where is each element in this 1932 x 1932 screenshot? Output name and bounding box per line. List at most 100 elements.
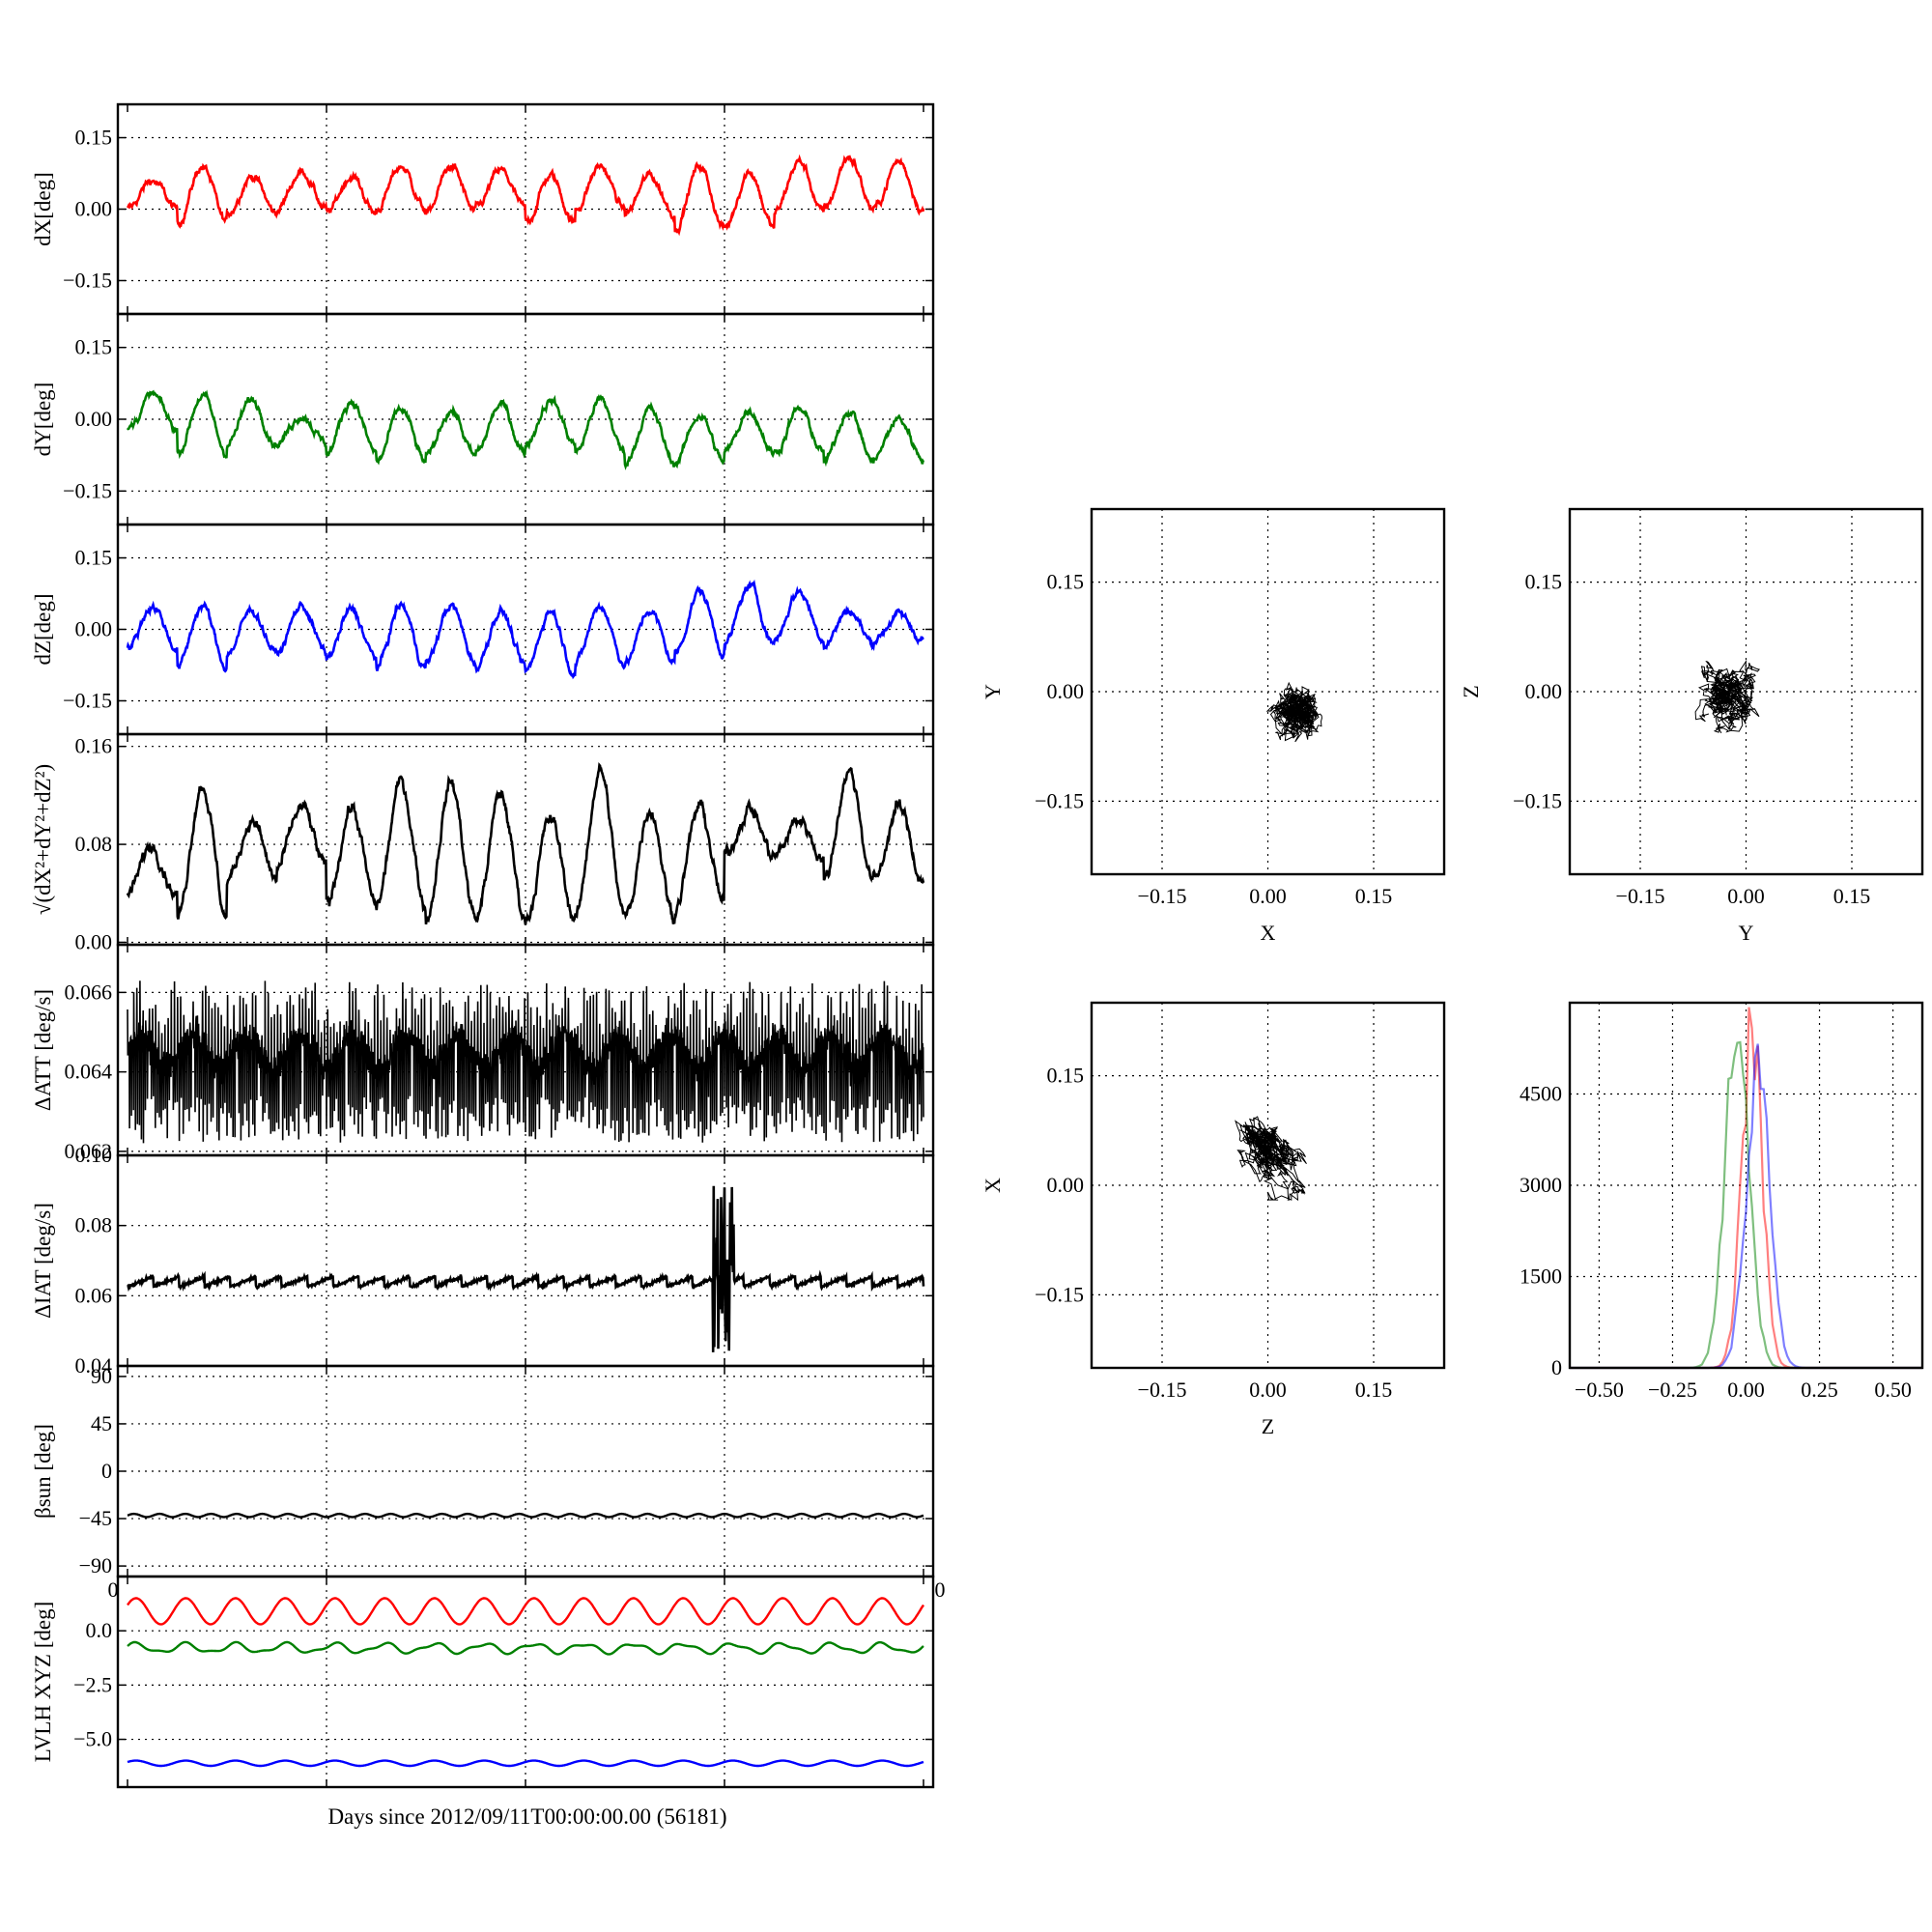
stray-tick-left: 0 — [108, 1577, 119, 1602]
xlabel-ZX: Z — [1262, 1414, 1274, 1438]
series-dZ — [126, 579, 924, 680]
ytick-label-dATT-1: 0.064 — [65, 1060, 113, 1084]
ytick-label-dX-2: −0.15 — [63, 268, 112, 292]
xtick-label-ZX-1: 0.00 — [1249, 1378, 1287, 1402]
xtick-label-XY-1: 0.00 — [1249, 884, 1287, 908]
ytick-label-ZX-2: 0.15 — [1047, 1064, 1085, 1088]
ytick-label-beta_sun-0: 90 — [91, 1364, 112, 1388]
ylabel-dY: dY[deg] — [31, 383, 55, 457]
ytick-label-beta_sun-1: 45 — [91, 1411, 112, 1435]
panel-ZX: −0.15 0.00 0.15 −0.15 0.00 0.15 Z X — [980, 1001, 1446, 1438]
ytick-label-hist-1: 3000 — [1520, 1173, 1562, 1197]
xtick-label-hist-0: −0.50 — [1575, 1378, 1624, 1402]
ytick-label-dIAT-3: 0.04 — [75, 1353, 113, 1378]
panel-YZ: −0.15 0.00 0.15 −0.15 0.00 0.15 Y Z — [1459, 507, 1924, 945]
scatter-trace-ZX — [1235, 1116, 1307, 1202]
frame-YZ — [1568, 507, 1924, 876]
ytick-label-YZ-1: 0.00 — [1525, 679, 1563, 703]
ytick-label-dZ-1: 0.00 — [75, 617, 113, 641]
ylabel-ZX: X — [980, 1178, 1005, 1193]
xtick-label-hist-1: −0.25 — [1648, 1378, 1697, 1402]
xtick-label-YZ-0: −0.15 — [1616, 884, 1665, 908]
ylabel-lvlh: LVLH XYZ [deg] — [31, 1602, 55, 1763]
panel-dZ: 0.15 0.00 −0.15 dZ[deg] — [31, 523, 935, 736]
ylabel-XY: Y — [980, 684, 1005, 699]
ytick-label-XY-1: 0.00 — [1047, 679, 1085, 703]
ylabel-dX: dX[deg] — [31, 172, 55, 246]
ytick-label-XY-2: 0.15 — [1047, 570, 1085, 594]
panel-lvlh: 0.0 −2.5 −5.0 LVLH XYZ [deg] — [31, 1575, 935, 1789]
series-dATT — [127, 980, 924, 1144]
ytick-label-beta_sun-2: 0 — [101, 1459, 112, 1483]
ytick-label-norm-2: 0.00 — [75, 929, 113, 953]
ytick-label-dIAT-2: 0.06 — [75, 1283, 113, 1307]
panel-norm: 0.16 0.08 0.00 √(dX²+dY²+dZ²) — [31, 732, 935, 953]
ytick-label-dX-0: 0.15 — [75, 126, 113, 150]
panel-dATT: 0.066 0.064 0.062 ΔATT [deg/s] — [31, 943, 935, 1163]
xtick-label-YZ-1: 0.00 — [1727, 884, 1765, 908]
xtick-label-hist-2: 0.00 — [1727, 1378, 1765, 1402]
ytick-label-dATT-2: 0.062 — [65, 1139, 113, 1163]
frame-lvlh — [116, 1575, 935, 1789]
xtick-label-ZX-0: −0.15 — [1138, 1378, 1187, 1402]
ytick-label-XY-0: −0.15 — [1035, 788, 1084, 812]
panel-XY: −0.15 0.00 0.15 −0.15 0.00 0.15 X Y — [980, 507, 1446, 945]
frame-ZX — [1090, 1001, 1446, 1370]
ytick-label-dX-1: 0.00 — [75, 197, 113, 221]
ytick-label-dY-1: 0.00 — [75, 407, 113, 431]
ytick-label-hist-2: 1500 — [1520, 1264, 1562, 1289]
panel-beta_sun: 90 45 0 −45 −90 βsun [deg] — [31, 1364, 935, 1578]
frame-XY — [1090, 507, 1446, 876]
ytick-label-norm-0: 0.16 — [75, 734, 113, 758]
ylabel-beta_sun: βsun [deg] — [31, 1424, 55, 1519]
panel-dIAT: 0.10 0.08 0.06 0.04 ΔIAT [deg/s] — [31, 1143, 935, 1378]
ylabel-dIAT: ΔIAT [deg/s] — [31, 1203, 55, 1319]
ytick-label-ZX-1: 0.00 — [1047, 1173, 1085, 1197]
series-norm — [126, 761, 925, 925]
xtick-label-XY-2: 0.15 — [1355, 884, 1393, 908]
xtick-label-hist-3: 0.25 — [1801, 1378, 1838, 1402]
ytick-label-lvlh-2: −5.0 — [73, 1727, 112, 1751]
ytick-label-dIAT-1: 0.08 — [75, 1213, 113, 1237]
xlabel-YZ: Y — [1739, 921, 1754, 945]
ytick-label-YZ-2: 0.15 — [1525, 570, 1563, 594]
frame-hist — [1568, 1001, 1924, 1370]
ytick-label-YZ-0: −0.15 — [1513, 788, 1562, 812]
ytick-label-dZ-2: −0.15 — [63, 688, 112, 712]
panels: 0.150.00−0.15dX[deg]0.150.00−0.15dY[deg]… — [31, 102, 1924, 1789]
series-lvlh-2 — [127, 1759, 924, 1768]
ylabel-norm: √(dX²+dY²+dZ²) — [31, 764, 55, 915]
xtick-label-XY-0: −0.15 — [1138, 884, 1187, 908]
scatter-trace-XY — [1265, 681, 1322, 743]
ytick-label-lvlh-1: −2.5 — [73, 1672, 112, 1696]
xlabel-XY: X — [1261, 921, 1276, 945]
ytick-label-dY-2: −0.15 — [63, 478, 112, 502]
scatter-trace-YZ — [1694, 659, 1761, 734]
ytick-label-beta_sun-3: −45 — [79, 1506, 112, 1530]
panel-hist: −0.50 −0.25 0.00 0.25 0.50 4500 3000 1500 0 — [1520, 1001, 1924, 1402]
ytick-label-hist-0: 4500 — [1520, 1082, 1562, 1106]
ytick-label-dY-0: 0.15 — [75, 335, 113, 359]
stray-tick-right: 0 — [935, 1577, 946, 1602]
ytick-label-beta_sun-4: −90 — [79, 1553, 112, 1577]
xtick-label-hist-4: 0.50 — [1874, 1378, 1912, 1402]
series-lvlh-1 — [127, 1640, 924, 1656]
ytick-label-lvlh-0: 0.0 — [86, 1618, 113, 1642]
xtick-label-YZ-2: 0.15 — [1833, 884, 1871, 908]
ytick-label-norm-1: 0.08 — [75, 832, 113, 856]
ylabel-dZ: dZ[deg] — [31, 593, 55, 665]
ytick-label-dZ-0: 0.15 — [75, 546, 113, 570]
series-dIAT — [127, 1185, 925, 1352]
xtick-label-ZX-2: 0.15 — [1355, 1378, 1393, 1402]
frame-dIAT — [116, 1153, 935, 1368]
series-dX — [126, 154, 925, 237]
series-dY — [126, 389, 925, 470]
ylabel-YZ: Z — [1459, 685, 1483, 697]
panel-dX: 0.15 0.00 −0.15 dX[deg] — [31, 102, 935, 316]
ytick-label-ZX-0: −0.15 — [1035, 1282, 1084, 1306]
ytick-label-dIAT-0: 0.10 — [75, 1143, 113, 1167]
ylabel-dATT: ΔATT [deg/s] — [31, 989, 55, 1111]
ytick-label-hist-3: 0 — [1551, 1355, 1562, 1379]
x-axis-label: Days since 2012/09/11T00:00:00.00 (56181… — [327, 1804, 726, 1829]
